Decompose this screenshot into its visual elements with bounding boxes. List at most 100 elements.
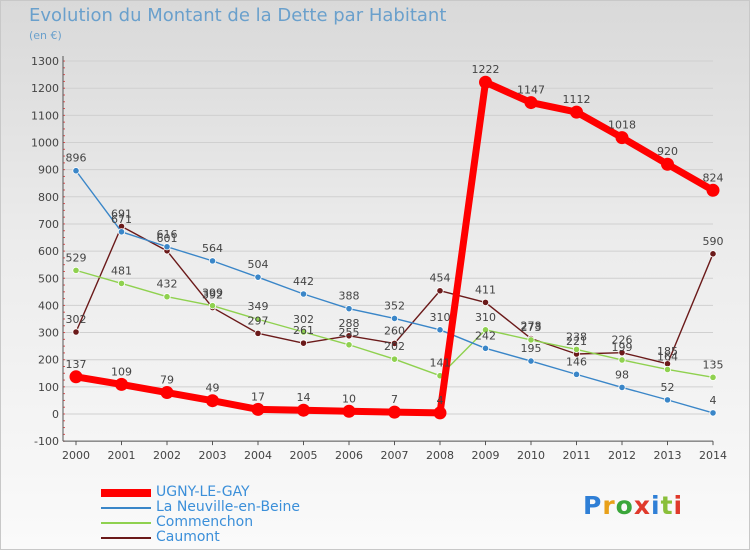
data-point: [299, 290, 308, 298]
data-label: 260: [384, 324, 405, 337]
data-point: [72, 167, 80, 175]
y-tick-label: 100: [38, 381, 59, 394]
data-point: [390, 314, 399, 323]
chart-title: Evolution du Montant de la Dette par Hab…: [29, 5, 447, 26]
y-tick-label: 200: [38, 354, 59, 367]
x-tick-label: 2004: [244, 449, 272, 462]
data-point: [572, 370, 581, 378]
x-tick-label: 2011: [563, 449, 591, 462]
data-label: 824: [703, 171, 724, 184]
x-tick-label: 2013: [654, 449, 682, 462]
data-label: 920: [657, 145, 678, 158]
data-point: [299, 328, 308, 336]
data-point: [709, 250, 717, 258]
legend-swatch: [101, 507, 151, 509]
data-label: 1147: [517, 84, 545, 97]
y-tick-label: 600: [38, 245, 59, 258]
data-label: 135: [703, 358, 724, 371]
data-label: 1112: [563, 93, 591, 106]
data-point: [117, 279, 126, 288]
data-label: 481: [111, 264, 132, 277]
data-point: [208, 302, 217, 310]
legend-label: Commenchon: [156, 514, 254, 530]
y-tick-label: -100: [34, 435, 59, 448]
data-label: 411: [475, 283, 496, 296]
data-point: [709, 409, 717, 417]
data-label: 349: [248, 300, 269, 313]
data-label: 529: [66, 251, 87, 264]
data-point: [436, 287, 444, 295]
data-point: [390, 339, 399, 348]
legend-label: Caumont: [156, 529, 220, 545]
data-point: [115, 377, 128, 391]
data-label: 221: [566, 335, 587, 348]
data-label: 7: [391, 393, 398, 406]
data-point: [254, 329, 262, 337]
data-point: [436, 326, 444, 334]
data-point: [433, 406, 447, 420]
data-label: 14: [297, 391, 311, 404]
data-point: [481, 298, 490, 307]
x-tick-label: 2001: [108, 449, 136, 462]
x-tick-label: 2008: [426, 449, 454, 462]
data-point: [72, 328, 80, 336]
data-point: [345, 332, 353, 340]
logo-letter: o: [615, 491, 634, 520]
logo-letter: i: [651, 491, 661, 520]
data-point: [72, 266, 80, 274]
legend-label: UGNY-LE-GAY: [156, 484, 250, 500]
x-tick-label: 2000: [62, 449, 90, 462]
x-tick-label: 2010: [517, 449, 545, 462]
data-label: 601: [157, 232, 178, 245]
data-label: 442: [293, 275, 314, 288]
data-point: [117, 228, 126, 236]
data-label: 288: [339, 317, 360, 330]
data-point: [254, 315, 262, 323]
data-point: [342, 404, 356, 418]
data-label: 504: [248, 258, 269, 271]
data-point: [208, 257, 217, 265]
legend-swatch: [101, 537, 151, 539]
legend-label: La Neuville-en-Beine: [156, 499, 301, 515]
data-label: 242: [475, 329, 496, 342]
data-label: 302: [293, 313, 314, 326]
y-tick-label: 400: [38, 299, 59, 312]
data-label: 4: [710, 394, 717, 407]
data-label: 4: [437, 394, 444, 407]
data-label: 49: [206, 382, 220, 395]
data-label: 185: [657, 345, 678, 358]
data-point: [663, 365, 672, 374]
data-point: [206, 394, 219, 408]
data-label: 238: [566, 330, 587, 343]
data-point: [618, 349, 626, 357]
legend-swatch: [101, 489, 151, 497]
data-label: 141: [430, 357, 451, 370]
data-label: 17: [251, 390, 265, 403]
data-label: 52: [661, 381, 675, 394]
data-label: 432: [157, 278, 178, 291]
data-label: 564: [202, 242, 223, 255]
legend-swatch: [101, 522, 151, 524]
x-tick-label: 2002: [153, 449, 181, 462]
x-tick-label: 2012: [608, 449, 636, 462]
x-tick-label: 2009: [472, 449, 500, 462]
data-point: [69, 370, 83, 384]
data-label: 1018: [608, 119, 636, 132]
y-tick-label: 300: [38, 327, 59, 340]
data-label: 195: [521, 342, 542, 355]
y-tick-label: 0: [52, 408, 59, 421]
data-label: 10: [342, 392, 356, 405]
data-point: [527, 357, 535, 365]
data-label: 226: [612, 334, 633, 347]
data-point: [299, 339, 308, 347]
data-point: [345, 341, 353, 349]
data-label: 255: [339, 326, 360, 339]
data-point: [572, 345, 581, 353]
data-point: [570, 105, 583, 119]
data-point: [345, 305, 353, 313]
data-label: 392: [202, 289, 223, 302]
data-label: 273: [521, 321, 542, 334]
